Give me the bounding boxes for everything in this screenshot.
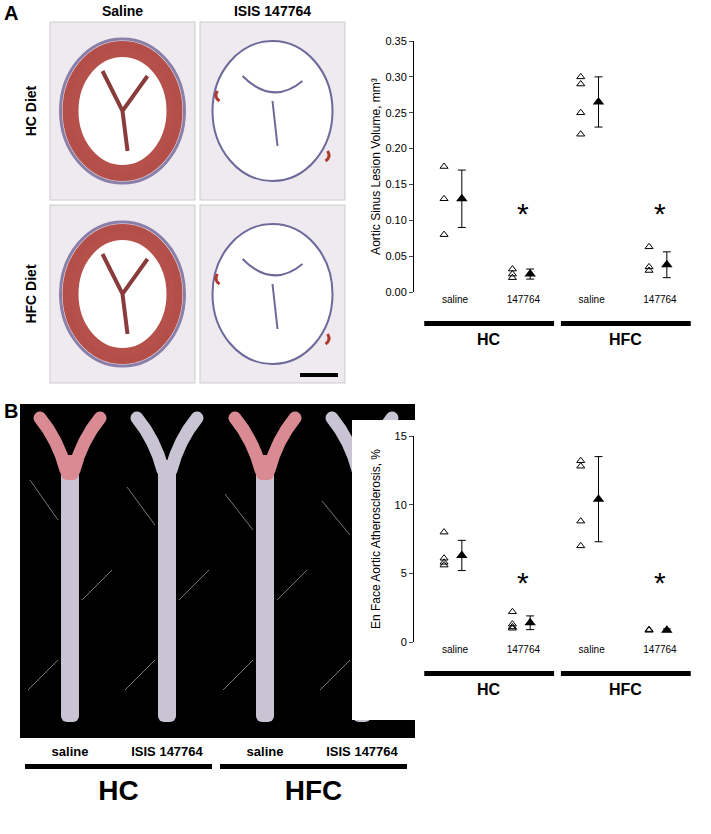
- svg-text:5: 5: [401, 567, 407, 579]
- svg-text:10: 10: [395, 499, 407, 511]
- svg-text:*: *: [654, 566, 666, 599]
- svg-text:ISIS 147764: ISIS 147764: [131, 744, 203, 759]
- svg-text:*: *: [517, 197, 529, 230]
- svg-text:saline: saline: [579, 644, 606, 655]
- svg-text:Saline: Saline: [102, 3, 143, 19]
- svg-text:saline: saline: [247, 744, 284, 759]
- svg-text:147764: 147764: [643, 294, 677, 305]
- svg-text:0.15: 0.15: [385, 178, 406, 190]
- svg-text:Aortic Sinus Lesion Volume, mm: Aortic Sinus Lesion Volume, mm³: [369, 78, 383, 255]
- svg-text:147764: 147764: [507, 294, 541, 305]
- svg-text:0.20: 0.20: [385, 142, 406, 154]
- svg-text:HFC: HFC: [609, 331, 642, 348]
- svg-text:*: *: [517, 566, 529, 599]
- svg-text:*: *: [654, 197, 666, 230]
- svg-text:15: 15: [395, 430, 407, 442]
- svg-text:ISIS 147764: ISIS 147764: [326, 744, 398, 759]
- svg-text:HFC Diet: HFC Diet: [23, 264, 39, 323]
- svg-text:saline: saline: [52, 744, 89, 759]
- svg-text:0.35: 0.35: [385, 35, 406, 47]
- svg-text:B: B: [4, 400, 18, 422]
- svg-text:147764: 147764: [507, 644, 541, 655]
- svg-text:saline: saline: [579, 294, 606, 305]
- svg-text:HC: HC: [477, 681, 501, 698]
- svg-text:HFC: HFC: [285, 775, 343, 806]
- svg-text:saline: saline: [442, 294, 469, 305]
- svg-text:0.25: 0.25: [385, 107, 406, 119]
- svg-text:HFC: HFC: [609, 681, 642, 698]
- svg-text:147764: 147764: [643, 644, 677, 655]
- svg-text:En Face Aortic Atherosclerosis: En Face Aortic Atherosclerosis, %: [369, 449, 383, 629]
- svg-text:ISIS 147764: ISIS 147764: [234, 3, 311, 19]
- svg-text:0.30: 0.30: [385, 71, 406, 83]
- svg-text:HC: HC: [98, 775, 138, 806]
- svg-text:0.00: 0.00: [385, 286, 406, 298]
- svg-text:A: A: [4, 2, 18, 24]
- svg-text:0.05: 0.05: [385, 250, 406, 262]
- svg-text:saline: saline: [442, 644, 469, 655]
- svg-text:HC: HC: [477, 331, 501, 348]
- svg-text:HC Diet: HC Diet: [23, 85, 39, 136]
- svg-text:0.10: 0.10: [385, 214, 406, 226]
- svg-text:0: 0: [401, 636, 407, 648]
